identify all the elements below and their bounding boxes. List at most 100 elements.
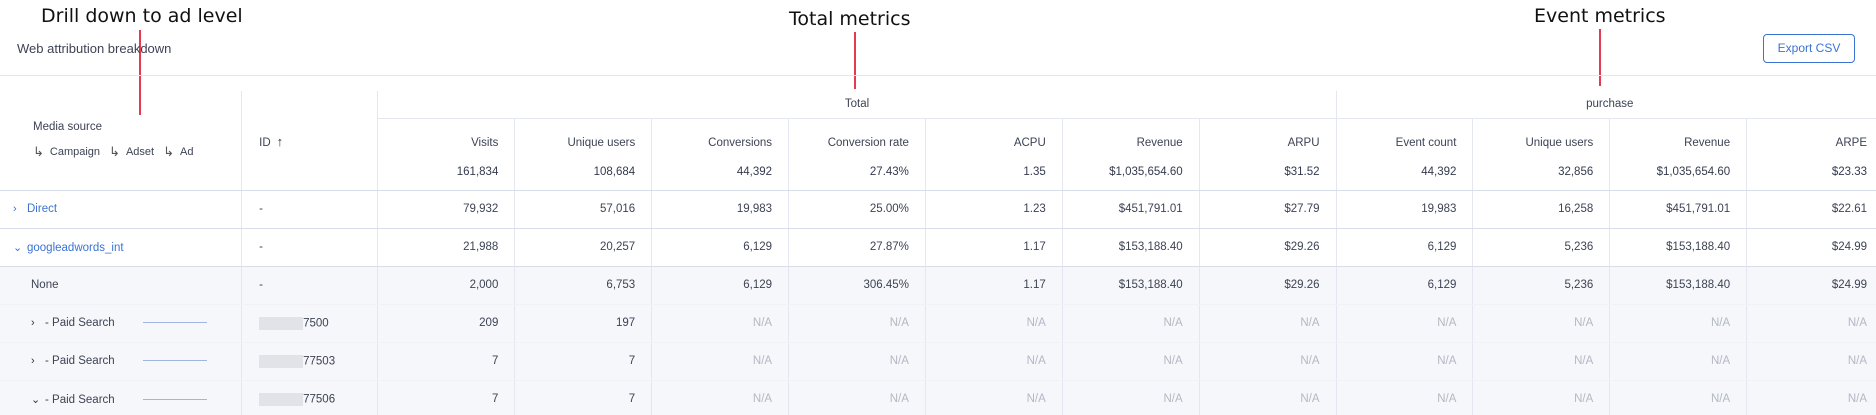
metric-column-header[interactable]: ARPE $23.33 (1746, 118, 1876, 191)
metric-cell: 57,016 (514, 190, 653, 229)
attribution-table-container[interactable]: Media source ↳ Campaign ↳ Adset ↳ Ad ID ↑… (0, 91, 1876, 415)
media-source-cell[interactable]: ⌄ googleadwords_int (0, 228, 243, 267)
media-source-cell[interactable]: › - Paid Search (0, 342, 243, 381)
metric-cell: N/A (1062, 304, 1200, 343)
page-title: Web attribution breakdown (17, 41, 172, 56)
metric-cell: 7 (377, 342, 516, 381)
redacted-name-underline (142, 398, 207, 400)
metric-cell: 21,988 (377, 228, 516, 267)
chevron-down-icon[interactable]: ⌄ (13, 241, 23, 254)
metric-column-total: 1.35 (1023, 165, 1046, 178)
metric-cell: $22.61 (1746, 190, 1876, 229)
media-source-cell[interactable]: › Direct (0, 190, 243, 229)
metric-column-label: Visits (471, 136, 499, 149)
metric-cell: N/A (1472, 304, 1611, 343)
table-row: ⌄ googleadwords_int -21,988 20,257 6,129 27.8… (0, 228, 1876, 267)
media-source-cell[interactable]: › - Paid Search (0, 304, 243, 343)
redacted-name-underline (142, 360, 207, 362)
drill-arrow-icon: ↳ (33, 144, 44, 159)
metric-cell: 16,258 (1472, 190, 1611, 229)
metric-cell: 209 (377, 304, 516, 343)
total-group-header: Total (377, 91, 1337, 119)
redacted-id-block (259, 316, 304, 330)
metric-column-header[interactable]: ACPU 1.35 (925, 118, 1063, 191)
id-value: 77506 (303, 393, 336, 405)
metric-column-header[interactable]: Revenue $1,035,654.60 (1062, 118, 1200, 191)
metric-cell: N/A (1199, 304, 1337, 343)
metric-header-row: Visits 161,834 Unique users 108,684 Conversi… (0, 118, 1876, 191)
metric-cell: $24.99 (1746, 228, 1876, 267)
metric-column-total: 44,392 (736, 165, 773, 178)
metric-column-header[interactable]: Event count 44,392 (1336, 118, 1474, 191)
id-value: - (259, 240, 263, 253)
metric-column-total: $31.52 (1284, 165, 1320, 178)
drill-level-campaign: Campaign (49, 146, 101, 158)
metric-cell: N/A (1336, 380, 1474, 415)
metric-column-header[interactable]: Revenue $1,035,654.60 (1609, 118, 1748, 191)
metric-column-header[interactable]: ARPU $31.52 (1199, 118, 1337, 191)
id-header-label: ID (259, 137, 271, 149)
metric-cell: 5,236 (1472, 228, 1611, 267)
metric-cell: N/A (1609, 304, 1748, 343)
metric-cell: N/A (1472, 342, 1611, 381)
metric-cell: 1.23 (925, 190, 1063, 229)
id-cell: 77506 (241, 380, 379, 415)
metric-cell: N/A (1472, 380, 1611, 415)
event-group-header: purchase (1336, 91, 1876, 119)
id-cell: 77503 (241, 342, 379, 381)
metric-cell: 25.00% (788, 190, 926, 229)
chevron-down-icon[interactable]: ⌄ (31, 393, 41, 406)
metric-column-header[interactable]: Visits 161,834 (377, 118, 516, 191)
metric-cell: N/A (651, 342, 790, 381)
metric-cell: N/A (1609, 380, 1748, 415)
id-header[interactable]: ID ↑ (241, 91, 379, 191)
annotation-total-metrics: Total metrics (789, 8, 911, 30)
metric-cell: N/A (788, 380, 926, 415)
metric-cell: N/A (788, 304, 926, 343)
media-source-link[interactable]: Direct (27, 203, 58, 215)
metric-column-header[interactable]: Conversion rate 27.43% (788, 118, 926, 191)
campaign-label: None (31, 279, 59, 291)
metric-cell: $24.99 (1746, 266, 1876, 305)
export-csv-button[interactable]: Export CSV (1763, 34, 1855, 63)
metric-cell: N/A (925, 342, 1063, 381)
drill-arrow-icon: ↳ (109, 144, 120, 159)
metric-cell: N/A (925, 304, 1063, 343)
media-source-title: Media source (33, 121, 103, 133)
metric-column-total: 44,392 (1421, 165, 1457, 178)
id-cell: - (241, 266, 379, 305)
chevron-right-icon[interactable]: › (13, 203, 17, 215)
chevron-right-icon[interactable]: › (31, 355, 35, 367)
metric-cell: $153,188.40 (1062, 266, 1200, 305)
metric-cell: $153,188.40 (1609, 266, 1748, 305)
metric-cell: $29.26 (1199, 228, 1337, 267)
header-divider (0, 75, 1876, 76)
metric-column-label: Revenue (1136, 136, 1183, 149)
metric-column-label: Conversions (708, 136, 773, 149)
annotation-total-metrics-line (854, 32, 856, 89)
table-row: › - Paid Search 77503 7 7 N/A N/A N/A N/A N/A N/A N… (0, 342, 1876, 381)
metric-cell: 27.87% (788, 228, 926, 267)
metric-column-label: ARPU (1287, 136, 1320, 149)
metric-column-header[interactable]: Unique users 108,684 (514, 118, 653, 191)
metric-cell: N/A (651, 304, 790, 343)
drill-level-adset: Adset (125, 146, 155, 158)
id-value: - (259, 278, 263, 291)
metric-cell: N/A (1062, 380, 1200, 415)
metric-column-header[interactable]: Conversions 44,392 (651, 118, 790, 191)
media-source-link[interactable]: googleadwords_int (27, 241, 124, 254)
metric-cell: N/A (1746, 380, 1876, 415)
metric-cell: $153,188.40 (1609, 228, 1748, 267)
metric-cell: N/A (1609, 342, 1748, 381)
sort-ascending-icon[interactable]: ↑ (276, 134, 284, 149)
id-value: - (259, 202, 263, 215)
chevron-right-icon[interactable]: › (31, 317, 35, 329)
metric-column-label: Unique users (567, 136, 636, 149)
media-source-cell[interactable]: ⌄ - Paid Search (0, 380, 243, 415)
annotation-drill-down: Drill down to ad level (41, 5, 243, 27)
metric-column-header[interactable]: Unique users 32,856 (1472, 118, 1611, 191)
metric-column-total: 27.43% (869, 165, 909, 178)
metric-column-label: Event count (1395, 136, 1457, 149)
metric-column-total: 108,684 (593, 165, 636, 178)
metric-cell: N/A (1336, 304, 1474, 343)
